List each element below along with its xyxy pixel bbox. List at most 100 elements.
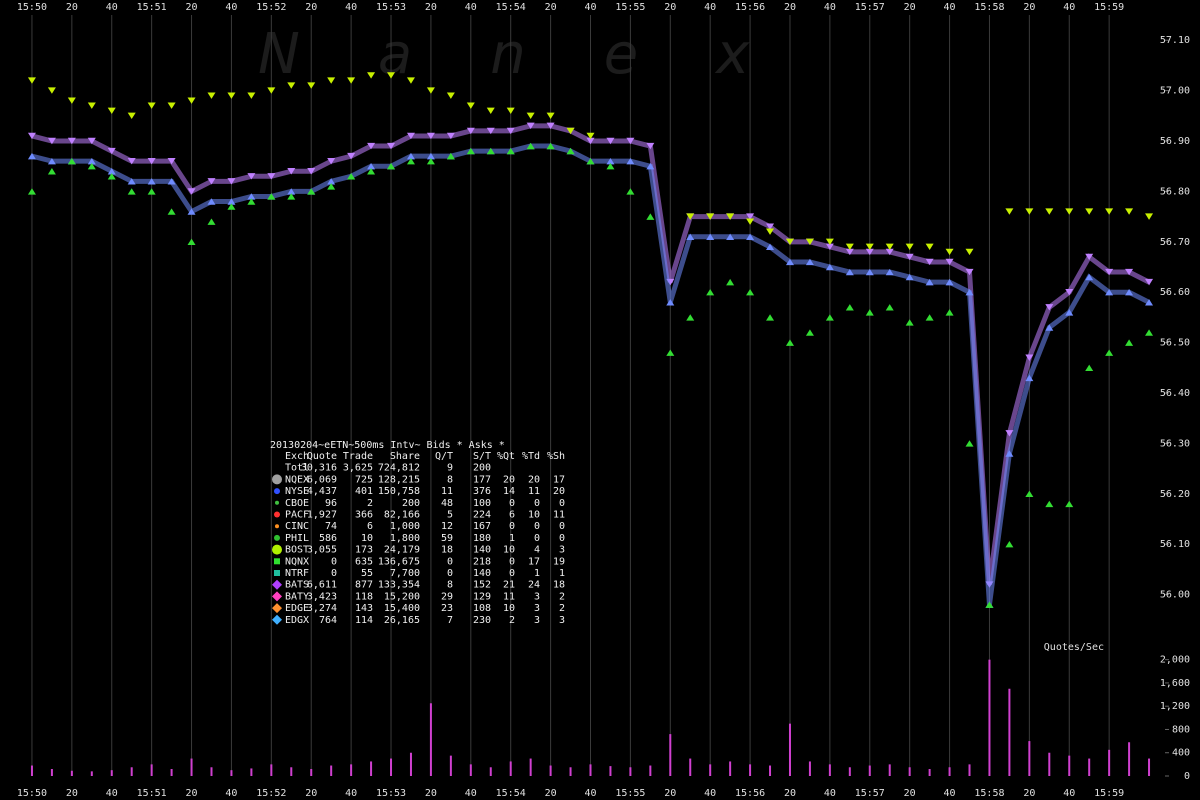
quote-marker <box>87 157 96 165</box>
quote-marker <box>307 168 316 175</box>
quote-marker <box>426 132 435 140</box>
quote-marker <box>825 238 834 246</box>
quote-marker <box>127 157 136 165</box>
table-cell: 23 <box>441 603 453 614</box>
quote-marker <box>247 92 256 99</box>
table-cell: 401 <box>355 486 373 497</box>
table-cell: 3 <box>559 545 565 556</box>
quote-marker <box>147 178 156 185</box>
volume-bar <box>1028 741 1031 776</box>
grid <box>31 15 1169 777</box>
quote-marker <box>905 319 914 326</box>
volume-bar <box>30 765 33 776</box>
y-tick-label: 800 <box>1172 724 1190 735</box>
quote-marker <box>626 137 635 145</box>
x-tick-label: 40 <box>225 788 237 799</box>
quote-marker <box>845 243 854 251</box>
quote-marker <box>67 97 76 104</box>
quote-marker <box>945 278 954 286</box>
quote-marker <box>586 157 595 165</box>
quote-marker <box>965 289 974 296</box>
table-cell: 0 <box>331 556 337 567</box>
table-cell: 20 <box>553 486 565 497</box>
quote-marker <box>267 173 276 180</box>
quote-marker <box>347 152 356 160</box>
x-tick-label: 40 <box>106 788 118 799</box>
quote-marker <box>147 188 156 195</box>
table-cell: 2 <box>559 591 565 602</box>
table-cell: 140 <box>473 568 491 579</box>
x-tick-label: 15:50 <box>17 788 47 799</box>
quote-marker <box>426 152 435 160</box>
marks <box>27 72 1154 776</box>
x-tick-label: 15:58 <box>974 788 1004 799</box>
table-cell: 129 <box>473 591 491 602</box>
quote-marker <box>746 289 755 296</box>
quote-marker <box>67 137 76 145</box>
table-cell: 725 <box>355 474 373 485</box>
quote-marker <box>1025 490 1034 498</box>
volume-bar <box>649 765 652 776</box>
table-cell: 1 <box>534 568 540 579</box>
quote-marker <box>1145 329 1154 336</box>
table-cell: 82,166 <box>384 510 420 521</box>
quote-marker <box>1005 541 1014 548</box>
table-cell: 167 <box>473 521 491 532</box>
table-cell: 11 <box>528 486 540 497</box>
table-cell: 0 <box>509 498 515 509</box>
y-tick-label: 57.00 <box>1160 86 1190 97</box>
volume-bar <box>828 764 831 776</box>
table-header: %Qt <box>497 451 515 462</box>
x-tick-label: 15:59 <box>1094 788 1124 799</box>
table-cell: 1 <box>509 533 515 544</box>
quote-marker <box>67 157 76 165</box>
volume-bar <box>1148 758 1151 776</box>
quote-marker <box>1065 309 1074 316</box>
table-cell: 0 <box>559 533 565 544</box>
table-cell: 3 <box>534 591 540 602</box>
quote-marker <box>726 278 735 286</box>
legend-marker <box>272 614 282 625</box>
table-cell: 19 <box>553 556 565 567</box>
quote-marker <box>446 132 455 140</box>
quote-marker <box>147 157 156 165</box>
table-cell: 635 <box>355 556 373 567</box>
x-tick-label: 15:56 <box>735 2 765 13</box>
volume-bar <box>609 766 612 776</box>
volume-bar <box>549 765 552 776</box>
table-cell: 3 <box>534 603 540 614</box>
quote-marker <box>247 193 256 200</box>
table-cell: 10 <box>528 510 540 521</box>
table-cell: 6 <box>509 510 515 521</box>
volume-bar <box>250 768 253 776</box>
quote-marker <box>367 72 376 79</box>
quote-marker <box>546 142 555 150</box>
table-cell: 29 <box>441 591 453 602</box>
table-cell: 11 <box>441 486 453 497</box>
y-tick-label: 1,200 <box>1160 701 1190 712</box>
quote-marker <box>347 77 356 84</box>
table-cell: 96 <box>325 498 337 509</box>
x-tick-label: 15:54 <box>496 788 526 799</box>
x-tick-label: 20 <box>904 2 916 13</box>
table-cell: 7,700 <box>390 568 420 579</box>
volume-bar <box>90 771 93 776</box>
quote-marker <box>367 168 376 175</box>
quote-marker <box>925 258 934 266</box>
quote-marker <box>865 309 874 316</box>
table-cell: 48 <box>441 498 453 509</box>
x-tick-label: 15:55 <box>615 2 645 13</box>
x-tick-label: 20 <box>904 788 916 799</box>
quote-marker <box>187 238 196 246</box>
quote-marker <box>307 188 316 195</box>
table-cell: 0 <box>447 568 453 579</box>
y-tick-label: 56.30 <box>1160 438 1190 449</box>
table-cell: 6,611 <box>307 580 337 591</box>
quote-marker <box>526 122 535 130</box>
x-tick-label: 40 <box>1063 2 1075 13</box>
volume-bar <box>848 767 851 776</box>
table-cell: 0 <box>534 498 540 509</box>
table-cell: 6,069 <box>307 474 337 485</box>
table-cell: 150,758 <box>378 486 420 497</box>
volume-bar <box>868 765 871 776</box>
